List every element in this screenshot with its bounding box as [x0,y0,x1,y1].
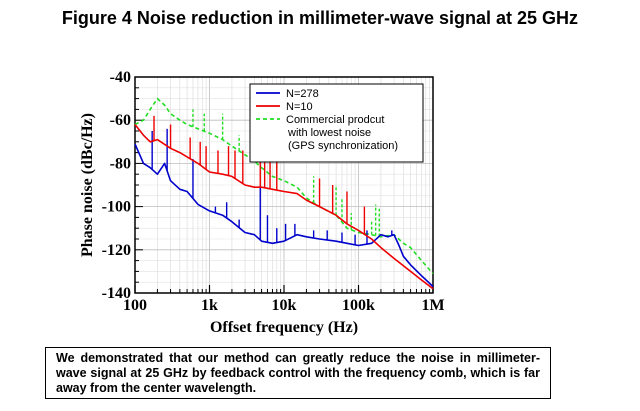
figure-caption: We demonstrated that our method can grea… [45,347,551,399]
figure-title: Figure 4 Noise reduction in millimeter-w… [61,8,579,28]
y-axis-label: Phase noise (dBc/Hz) [79,113,96,257]
phase-noise-chart: 100 1k 10k 100k 1M -40 -60 -80 -100 -120 -140 Offs… [79,69,445,336]
series-line-1 [134,124,434,290]
y-tick-label: -40 [110,69,131,86]
series-line-0 [134,143,434,288]
x-tick-label: 100k [342,297,375,314]
y-tick-label: -120 [102,242,131,259]
series-group [134,97,434,290]
y-tick-label: -140 [102,285,131,302]
legend-label-2: Commercial prodcut [286,114,384,126]
tick-marks [134,76,434,294]
series-line-2 [134,97,434,275]
legend-label-0: N=278 [286,88,319,100]
x-tick-label: 1k [201,297,218,314]
tick-labels: 100 1k 10k 100k 1M -40 -60 -80 -100 -120 -140 [102,69,445,314]
legend-label-2: with lowest noise [287,127,371,139]
y-tick-label: -100 [102,199,131,216]
x-axis-label: Offset frequency (Hz) [210,319,358,336]
y-tick-label: -80 [110,155,131,172]
x-tick-label: 1M [421,297,444,314]
legend-box [249,83,424,163]
x-tick-label: 10k [272,297,297,314]
legend-label-1: N=10 [286,101,313,113]
x-tick-label: 100 [123,297,147,314]
y-tick-label: -60 [110,112,131,129]
legend-label-2: (GPS synchronization) [288,140,398,152]
